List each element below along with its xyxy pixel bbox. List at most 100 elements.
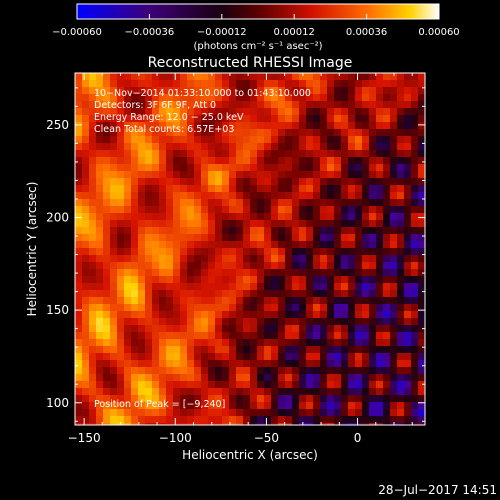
heatmap-cell: [355, 346, 362, 353]
heatmap-cell: [257, 374, 264, 381]
heatmap-cell: [271, 185, 278, 192]
heatmap-cell: [390, 213, 397, 220]
heatmap-cell: [362, 367, 369, 374]
heatmap-cell: [383, 423, 390, 425]
heatmap-cell: [243, 339, 250, 346]
heatmap-cell: [138, 73, 145, 80]
heatmap-cell: [390, 304, 397, 311]
heatmap-cell: [390, 367, 397, 374]
heatmap-cell: [362, 143, 369, 150]
heatmap-cell: [131, 115, 138, 122]
heatmap-cell: [117, 241, 124, 248]
heatmap-cell: [397, 220, 404, 227]
heatmap-cell: [404, 423, 411, 425]
heatmap-cell: [390, 220, 397, 227]
heatmap-cell: [89, 157, 96, 164]
heatmap-cell: [75, 381, 82, 388]
heatmap-cell: [390, 416, 397, 423]
heatmap-cell: [166, 185, 173, 192]
heatmap-cell: [159, 101, 166, 108]
heatmap-cell: [306, 318, 313, 325]
heatmap-cell: [159, 332, 166, 339]
heatmap-cell: [320, 290, 327, 297]
heatmap-cell: [138, 185, 145, 192]
heatmap-cell: [215, 157, 222, 164]
heatmap-cell: [159, 402, 166, 409]
heatmap-cell: [327, 171, 334, 178]
heatmap-cell: [404, 248, 411, 255]
heatmap-cell: [194, 178, 201, 185]
heatmap-cell: [362, 108, 369, 115]
heatmap-cell: [124, 353, 131, 360]
heatmap-cell: [173, 395, 180, 402]
heatmap-cell: [215, 297, 222, 304]
heatmap-cell: [285, 346, 292, 353]
heatmap-cell: [208, 276, 215, 283]
heatmap-cell: [201, 346, 208, 353]
heatmap-cell: [313, 360, 320, 367]
heatmap-cell: [376, 423, 383, 425]
heatmap-cell: [117, 129, 124, 136]
heatmap-cell: [334, 325, 341, 332]
heatmap-cell: [243, 129, 250, 136]
heatmap-cell: [411, 150, 418, 157]
heatmap-cell: [236, 395, 243, 402]
heatmap-cell: [124, 290, 131, 297]
heatmap-cell: [103, 311, 110, 318]
heatmap-cell: [369, 178, 376, 185]
heatmap-cell: [271, 360, 278, 367]
heatmap-cell: [313, 199, 320, 206]
heatmap-cell: [320, 115, 327, 122]
heatmap-cell: [278, 136, 285, 143]
heatmap-cell: [131, 283, 138, 290]
heatmap-cell: [152, 388, 159, 395]
heatmap-cell: [152, 234, 159, 241]
heatmap-cell: [222, 416, 229, 423]
heatmap-cell: [82, 101, 89, 108]
heatmap-cell: [229, 150, 236, 157]
heatmap-cell: [124, 402, 131, 409]
heatmap-cell: [383, 122, 390, 129]
heatmap-cell: [257, 136, 264, 143]
heatmap-cell: [320, 171, 327, 178]
heatmap-cell: [327, 409, 334, 416]
heatmap-cell: [404, 360, 411, 367]
heatmap-cell: [229, 122, 236, 129]
heatmap-cell: [250, 381, 257, 388]
heatmap-cell: [355, 150, 362, 157]
heatmap-cell: [173, 346, 180, 353]
heatmap-cell: [194, 276, 201, 283]
heatmap-cell: [145, 129, 152, 136]
heatmap-cell: [166, 122, 173, 129]
heatmap-cell: [103, 94, 110, 101]
heatmap-cell: [320, 234, 327, 241]
heatmap-cell: [215, 136, 222, 143]
heatmap-cell: [320, 353, 327, 360]
heatmap-cell: [411, 94, 418, 101]
heatmap-cell: [411, 290, 418, 297]
heatmap-cell: [299, 374, 306, 381]
heatmap-cell: [166, 213, 173, 220]
heatmap-cell: [299, 234, 306, 241]
heatmap-cell: [278, 192, 285, 199]
heatmap-cell: [306, 108, 313, 115]
heatmap-cell: [362, 283, 369, 290]
heatmap-cell: [89, 178, 96, 185]
heatmap-cell: [166, 192, 173, 199]
heatmap-cell: [201, 353, 208, 360]
heatmap-cell: [299, 185, 306, 192]
heatmap-cell: [110, 255, 117, 262]
heatmap-cell: [327, 402, 334, 409]
heatmap-cell: [348, 192, 355, 199]
heatmap-cell: [194, 157, 201, 164]
heatmap-cell: [362, 122, 369, 129]
heatmap-cell: [292, 339, 299, 346]
heatmap-cell: [376, 395, 383, 402]
heatmap-cell: [341, 241, 348, 248]
heatmap-cell: [103, 360, 110, 367]
heatmap-cell: [411, 416, 418, 423]
heatmap-cell: [82, 339, 89, 346]
heatmap-cell: [243, 185, 250, 192]
heatmap-cell: [187, 283, 194, 290]
heatmap-cell: [131, 332, 138, 339]
